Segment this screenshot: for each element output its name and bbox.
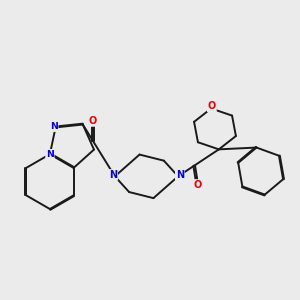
- Text: O: O: [194, 180, 202, 190]
- Text: N: N: [50, 122, 58, 131]
- Text: N: N: [46, 150, 54, 159]
- Text: O: O: [89, 116, 97, 126]
- Text: N: N: [176, 170, 184, 180]
- Text: O: O: [208, 101, 216, 111]
- Text: N: N: [109, 170, 117, 180]
